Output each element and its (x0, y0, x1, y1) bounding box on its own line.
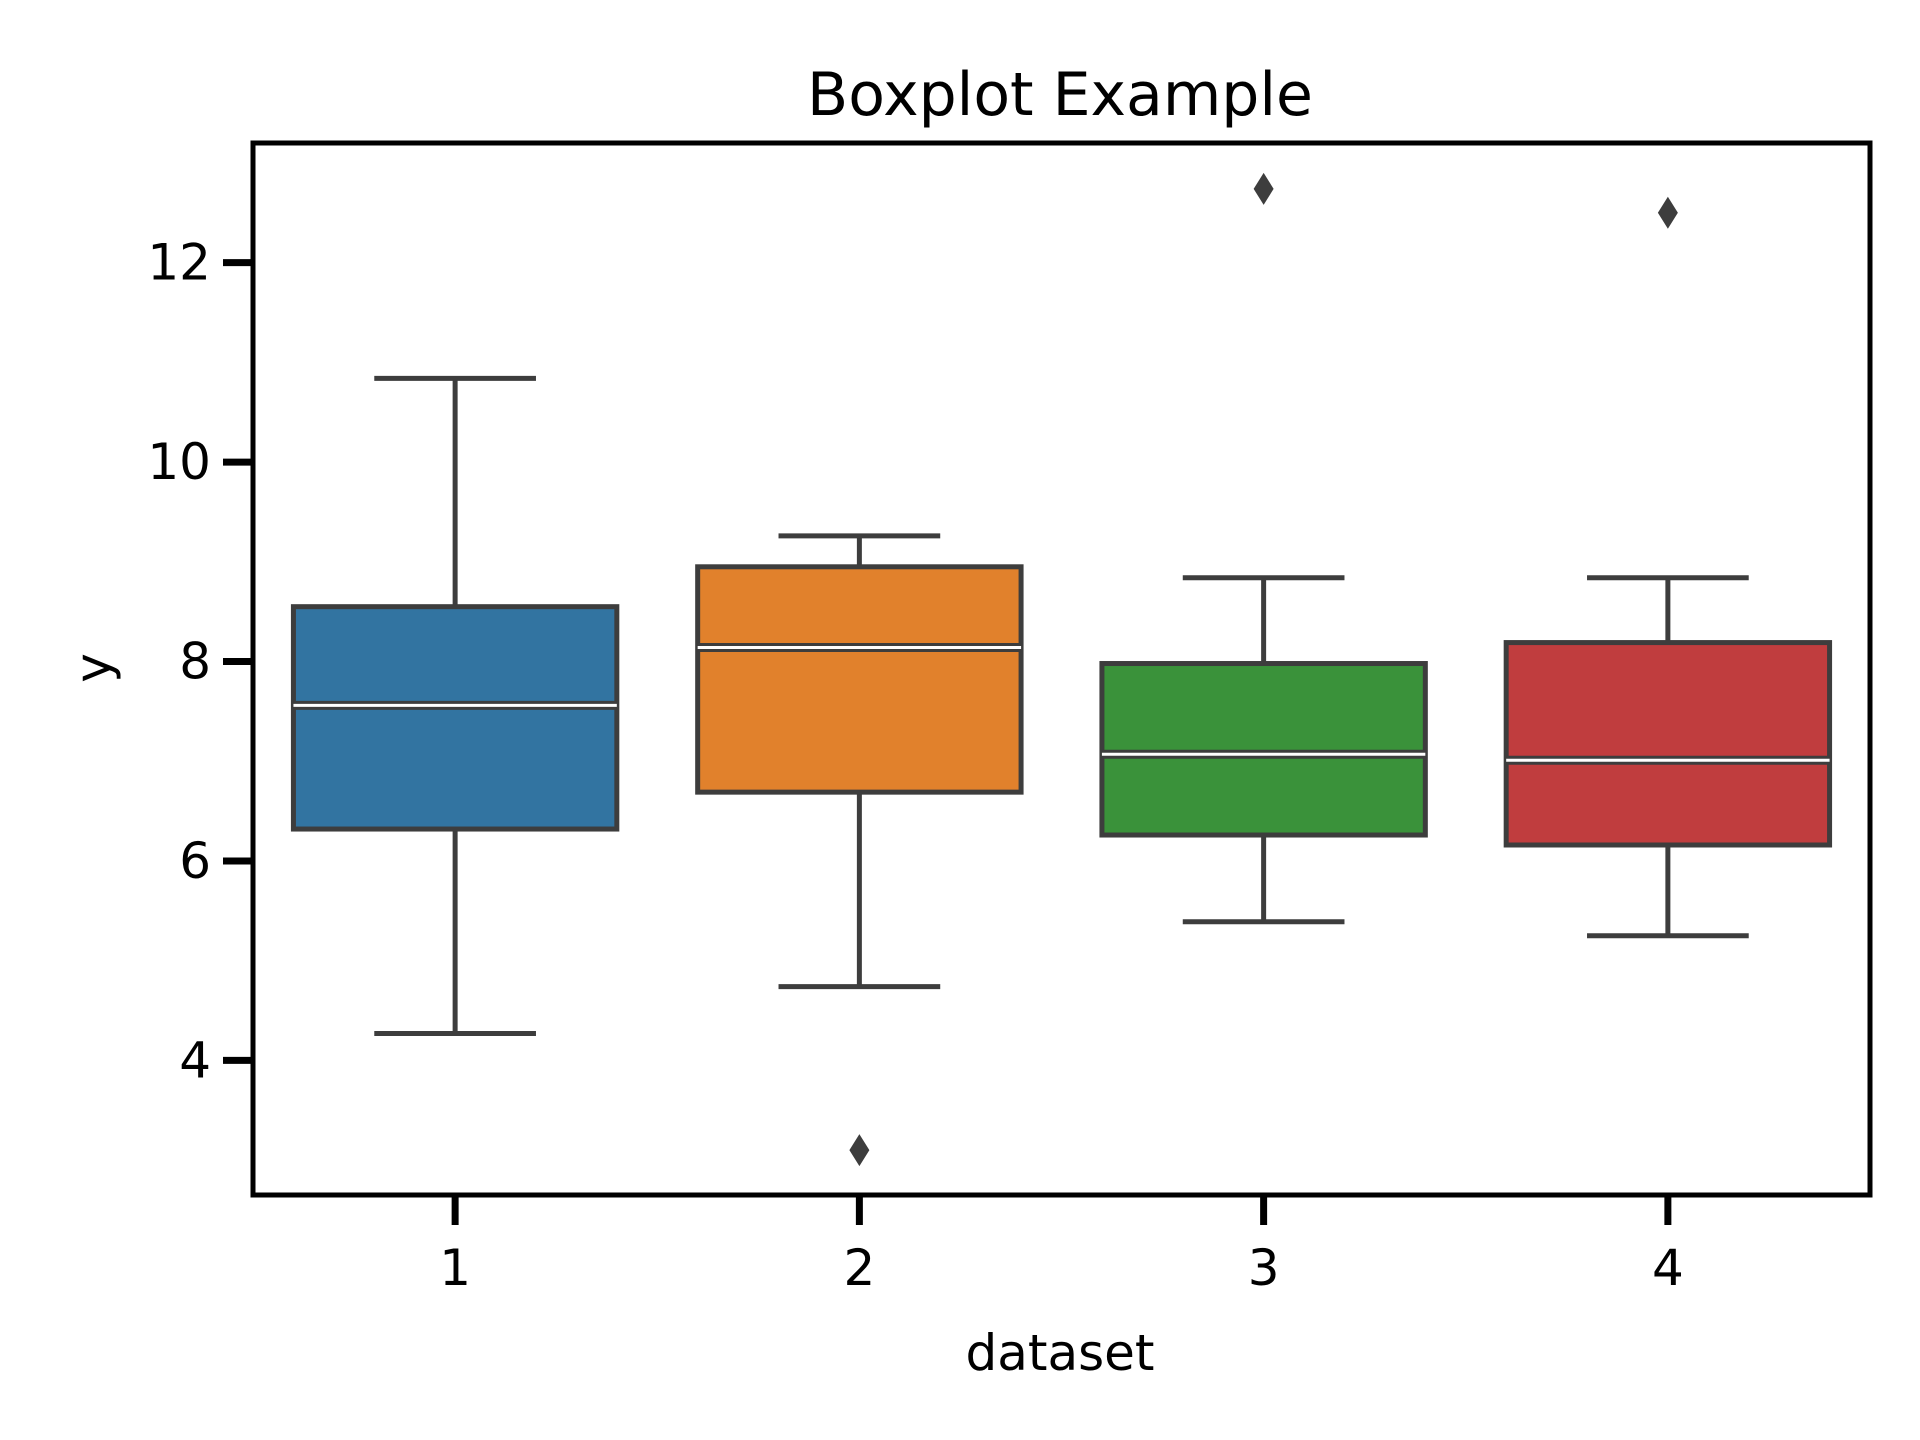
y-tick-label: 4 (179, 1031, 211, 1089)
outlier-point (849, 1134, 870, 1167)
x-axis: 1 2 3 4 (439, 1195, 1684, 1297)
y-tick-label: 6 (179, 832, 211, 890)
outlier-point (1253, 172, 1274, 205)
outlier-point (1657, 196, 1678, 229)
plot-area (250, 140, 1873, 1198)
plot-frame (250, 140, 1873, 1198)
y-tick-label: 10 (147, 433, 211, 491)
chart-title: Boxplot Example (807, 60, 1313, 130)
box-4 (1503, 640, 1833, 848)
y-tick-label: 8 (179, 633, 211, 691)
box-group-1 (290, 375, 620, 1036)
y-axis: 4 6 8 10 12 (147, 234, 253, 1089)
x-tick-label: 4 (1652, 1239, 1684, 1297)
box-group-2 (695, 533, 1024, 1167)
y-axis-label: y (64, 653, 122, 683)
box-2 (695, 564, 1024, 795)
box-3 (1099, 661, 1428, 838)
box-group-3 (1099, 172, 1428, 925)
y-tick-label: 12 (147, 234, 211, 292)
x-tick-label: 2 (843, 1239, 875, 1297)
box-group-4 (1503, 196, 1833, 939)
box-1 (290, 604, 620, 832)
x-tick-label: 1 (439, 1239, 471, 1297)
x-tick-label: 3 (1248, 1239, 1280, 1297)
x-axis-label: dataset (965, 1324, 1154, 1382)
